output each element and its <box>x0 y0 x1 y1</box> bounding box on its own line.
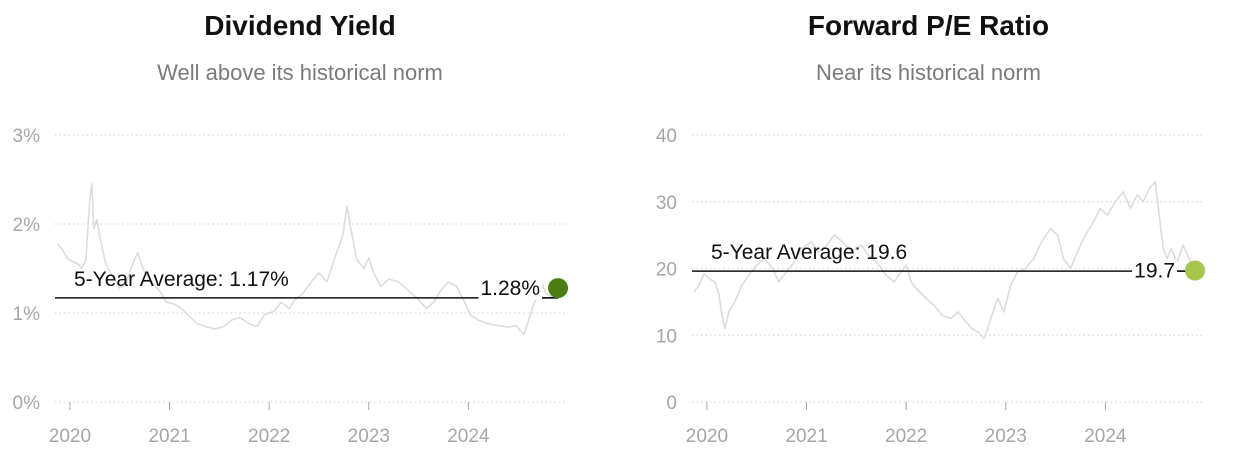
series-line <box>56 183 559 336</box>
chart-title: Dividend Yield <box>204 10 396 41</box>
x-tick-label: 2021 <box>785 426 827 447</box>
y-tick-label: 40 <box>656 126 677 147</box>
y-tick-label: 10 <box>656 326 677 347</box>
y-tick-label: 3% <box>13 126 41 147</box>
current-value-dot <box>1185 260 1206 281</box>
x-tick-label: 2021 <box>148 426 190 447</box>
x-tick-label: 2020 <box>49 426 91 447</box>
y-tick-label: 30 <box>656 193 677 214</box>
y-tick-label: 0 <box>666 393 677 414</box>
average-label: 5-Year Average: 19.6 <box>711 241 907 264</box>
forward-pe-chart: 0 10 20 30 40 2020 2021 2022 2023 2024 5-Year Aver… <box>656 126 1206 447</box>
current-value-label: 19.7 <box>1134 260 1175 283</box>
x-tick-label: 2024 <box>447 426 490 447</box>
dividend-yield-chart: 0% 1% 2% 3% 2020 2021 2022 2023 2024 5-Year Avera… <box>13 126 569 447</box>
y-tick-label: 20 <box>656 260 677 281</box>
current-value-label-background <box>1132 259 1178 283</box>
x-tick-label: 2024 <box>1084 426 1127 447</box>
x-tick-label: 2023 <box>348 426 390 447</box>
x-tick-label: 2020 <box>686 426 728 447</box>
chart-subtitle: Well above its historical norm <box>157 60 443 85</box>
y-tick-label: 2% <box>13 215 41 236</box>
x-tick-label: 2022 <box>885 426 927 447</box>
forward-pe-panel: Forward P/E Ratio Near its historical no… <box>620 0 1237 469</box>
x-tick-label: 2023 <box>985 426 1027 447</box>
x-tick-label: 2022 <box>248 426 290 447</box>
chart-title: Forward P/E Ratio <box>807 10 1050 41</box>
y-tick-label: 0% <box>13 393 41 414</box>
series-line <box>693 180 1196 340</box>
current-value-label: 1.28% <box>480 277 540 300</box>
average-label: 5-Year Average: 1.17% <box>74 268 289 291</box>
current-value-label-background <box>478 277 543 301</box>
chart-subtitle: Near its historical norm <box>816 60 1041 85</box>
current-value-dot <box>548 278 569 299</box>
y-tick-label: 1% <box>13 304 41 325</box>
dividend-yield-panel: Dividend Yield Well above its historical… <box>0 0 600 469</box>
